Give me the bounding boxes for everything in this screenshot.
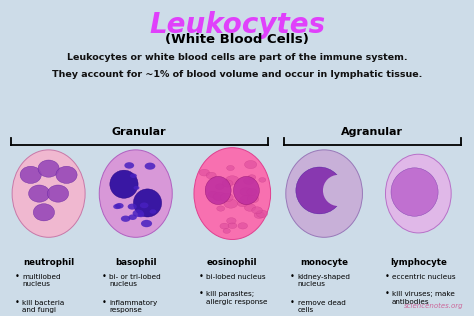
Text: bi- or tri-lobed
nucleus: bi- or tri-lobed nucleus — [109, 274, 161, 287]
Ellipse shape — [12, 150, 85, 237]
Ellipse shape — [245, 161, 257, 169]
Text: •: • — [290, 298, 295, 307]
Text: •: • — [15, 298, 19, 307]
Text: remove dead
cells: remove dead cells — [298, 300, 346, 313]
Ellipse shape — [391, 168, 438, 216]
Ellipse shape — [56, 166, 77, 183]
Ellipse shape — [247, 195, 259, 203]
Ellipse shape — [124, 162, 134, 169]
Text: Granular: Granular — [112, 127, 166, 137]
Ellipse shape — [254, 212, 264, 219]
Ellipse shape — [138, 212, 144, 216]
Ellipse shape — [227, 166, 234, 171]
Text: Leukocytes or white blood cells are part of the immune system.: Leukocytes or white blood cells are part… — [67, 53, 407, 62]
Ellipse shape — [113, 204, 121, 209]
Ellipse shape — [224, 199, 237, 208]
Ellipse shape — [234, 176, 259, 204]
Ellipse shape — [228, 223, 237, 228]
Ellipse shape — [115, 203, 124, 209]
Text: •: • — [384, 272, 389, 281]
Text: multilobed
nucleus: multilobed nucleus — [22, 274, 61, 287]
Ellipse shape — [252, 207, 263, 214]
Ellipse shape — [385, 154, 451, 233]
Ellipse shape — [134, 186, 139, 190]
Ellipse shape — [140, 203, 148, 208]
Text: (White Blood Cells): (White Blood Cells) — [165, 33, 309, 46]
Ellipse shape — [141, 220, 152, 227]
Ellipse shape — [220, 193, 233, 202]
Ellipse shape — [237, 200, 248, 207]
Ellipse shape — [213, 194, 222, 200]
Text: •: • — [102, 272, 107, 281]
Ellipse shape — [215, 184, 224, 190]
Text: eccentric nucleus: eccentric nucleus — [392, 274, 456, 280]
Ellipse shape — [33, 204, 55, 221]
Ellipse shape — [222, 180, 233, 187]
Text: They account for ~1% of blood volume and occur in lymphatic tissue.: They account for ~1% of blood volume and… — [52, 70, 422, 79]
Ellipse shape — [133, 189, 162, 217]
Ellipse shape — [47, 185, 69, 202]
Ellipse shape — [259, 178, 266, 182]
Text: kill viruses; make
antibodies: kill viruses; make antibodies — [392, 291, 455, 305]
Ellipse shape — [240, 195, 254, 205]
Text: kidney-shaped
nucleus: kidney-shaped nucleus — [298, 274, 351, 287]
Text: kill bacteria
and fungi: kill bacteria and fungi — [22, 300, 64, 313]
Text: •: • — [384, 289, 389, 298]
Ellipse shape — [133, 210, 144, 217]
Ellipse shape — [323, 175, 354, 206]
Ellipse shape — [238, 223, 247, 229]
Text: •: • — [102, 298, 107, 307]
Text: neutrophil: neutrophil — [23, 258, 74, 267]
Ellipse shape — [205, 176, 231, 204]
Ellipse shape — [99, 150, 172, 237]
Ellipse shape — [128, 214, 137, 220]
Ellipse shape — [244, 204, 256, 211]
Ellipse shape — [150, 209, 156, 214]
Text: eosinophil: eosinophil — [207, 258, 257, 267]
Ellipse shape — [38, 160, 59, 177]
Ellipse shape — [121, 216, 130, 222]
Ellipse shape — [213, 192, 226, 201]
Ellipse shape — [296, 167, 343, 214]
Text: lymphocyte: lymphocyte — [390, 258, 447, 267]
Ellipse shape — [194, 148, 271, 240]
Ellipse shape — [217, 206, 225, 211]
Text: monocyte: monocyte — [300, 258, 348, 267]
Ellipse shape — [128, 204, 137, 210]
Ellipse shape — [240, 188, 252, 196]
Ellipse shape — [28, 185, 50, 202]
Text: inflammatory
response: inflammatory response — [109, 300, 158, 313]
Ellipse shape — [130, 173, 137, 178]
Ellipse shape — [226, 176, 239, 185]
Ellipse shape — [220, 223, 229, 229]
Ellipse shape — [199, 169, 210, 176]
Text: sciencenotes.org: sciencenotes.org — [403, 303, 463, 309]
Ellipse shape — [244, 177, 254, 185]
Ellipse shape — [206, 172, 216, 179]
Ellipse shape — [256, 210, 268, 217]
Ellipse shape — [145, 163, 155, 170]
Ellipse shape — [248, 175, 256, 180]
Text: bi-lobed nucleus: bi-lobed nucleus — [206, 274, 265, 280]
Ellipse shape — [110, 170, 138, 198]
Text: •: • — [290, 272, 295, 281]
Ellipse shape — [227, 218, 236, 224]
Text: kill parasites;
allergic response: kill parasites; allergic response — [206, 291, 267, 305]
Text: •: • — [199, 289, 203, 298]
Text: Agranular: Agranular — [341, 127, 403, 137]
Ellipse shape — [137, 213, 144, 217]
Ellipse shape — [286, 150, 363, 237]
Ellipse shape — [223, 228, 230, 234]
Ellipse shape — [208, 191, 218, 198]
Text: basophil: basophil — [115, 258, 156, 267]
Ellipse shape — [20, 166, 41, 183]
Text: •: • — [15, 272, 19, 281]
Text: Leukocytes: Leukocytes — [149, 11, 325, 39]
Text: •: • — [199, 272, 203, 281]
Ellipse shape — [246, 188, 257, 195]
